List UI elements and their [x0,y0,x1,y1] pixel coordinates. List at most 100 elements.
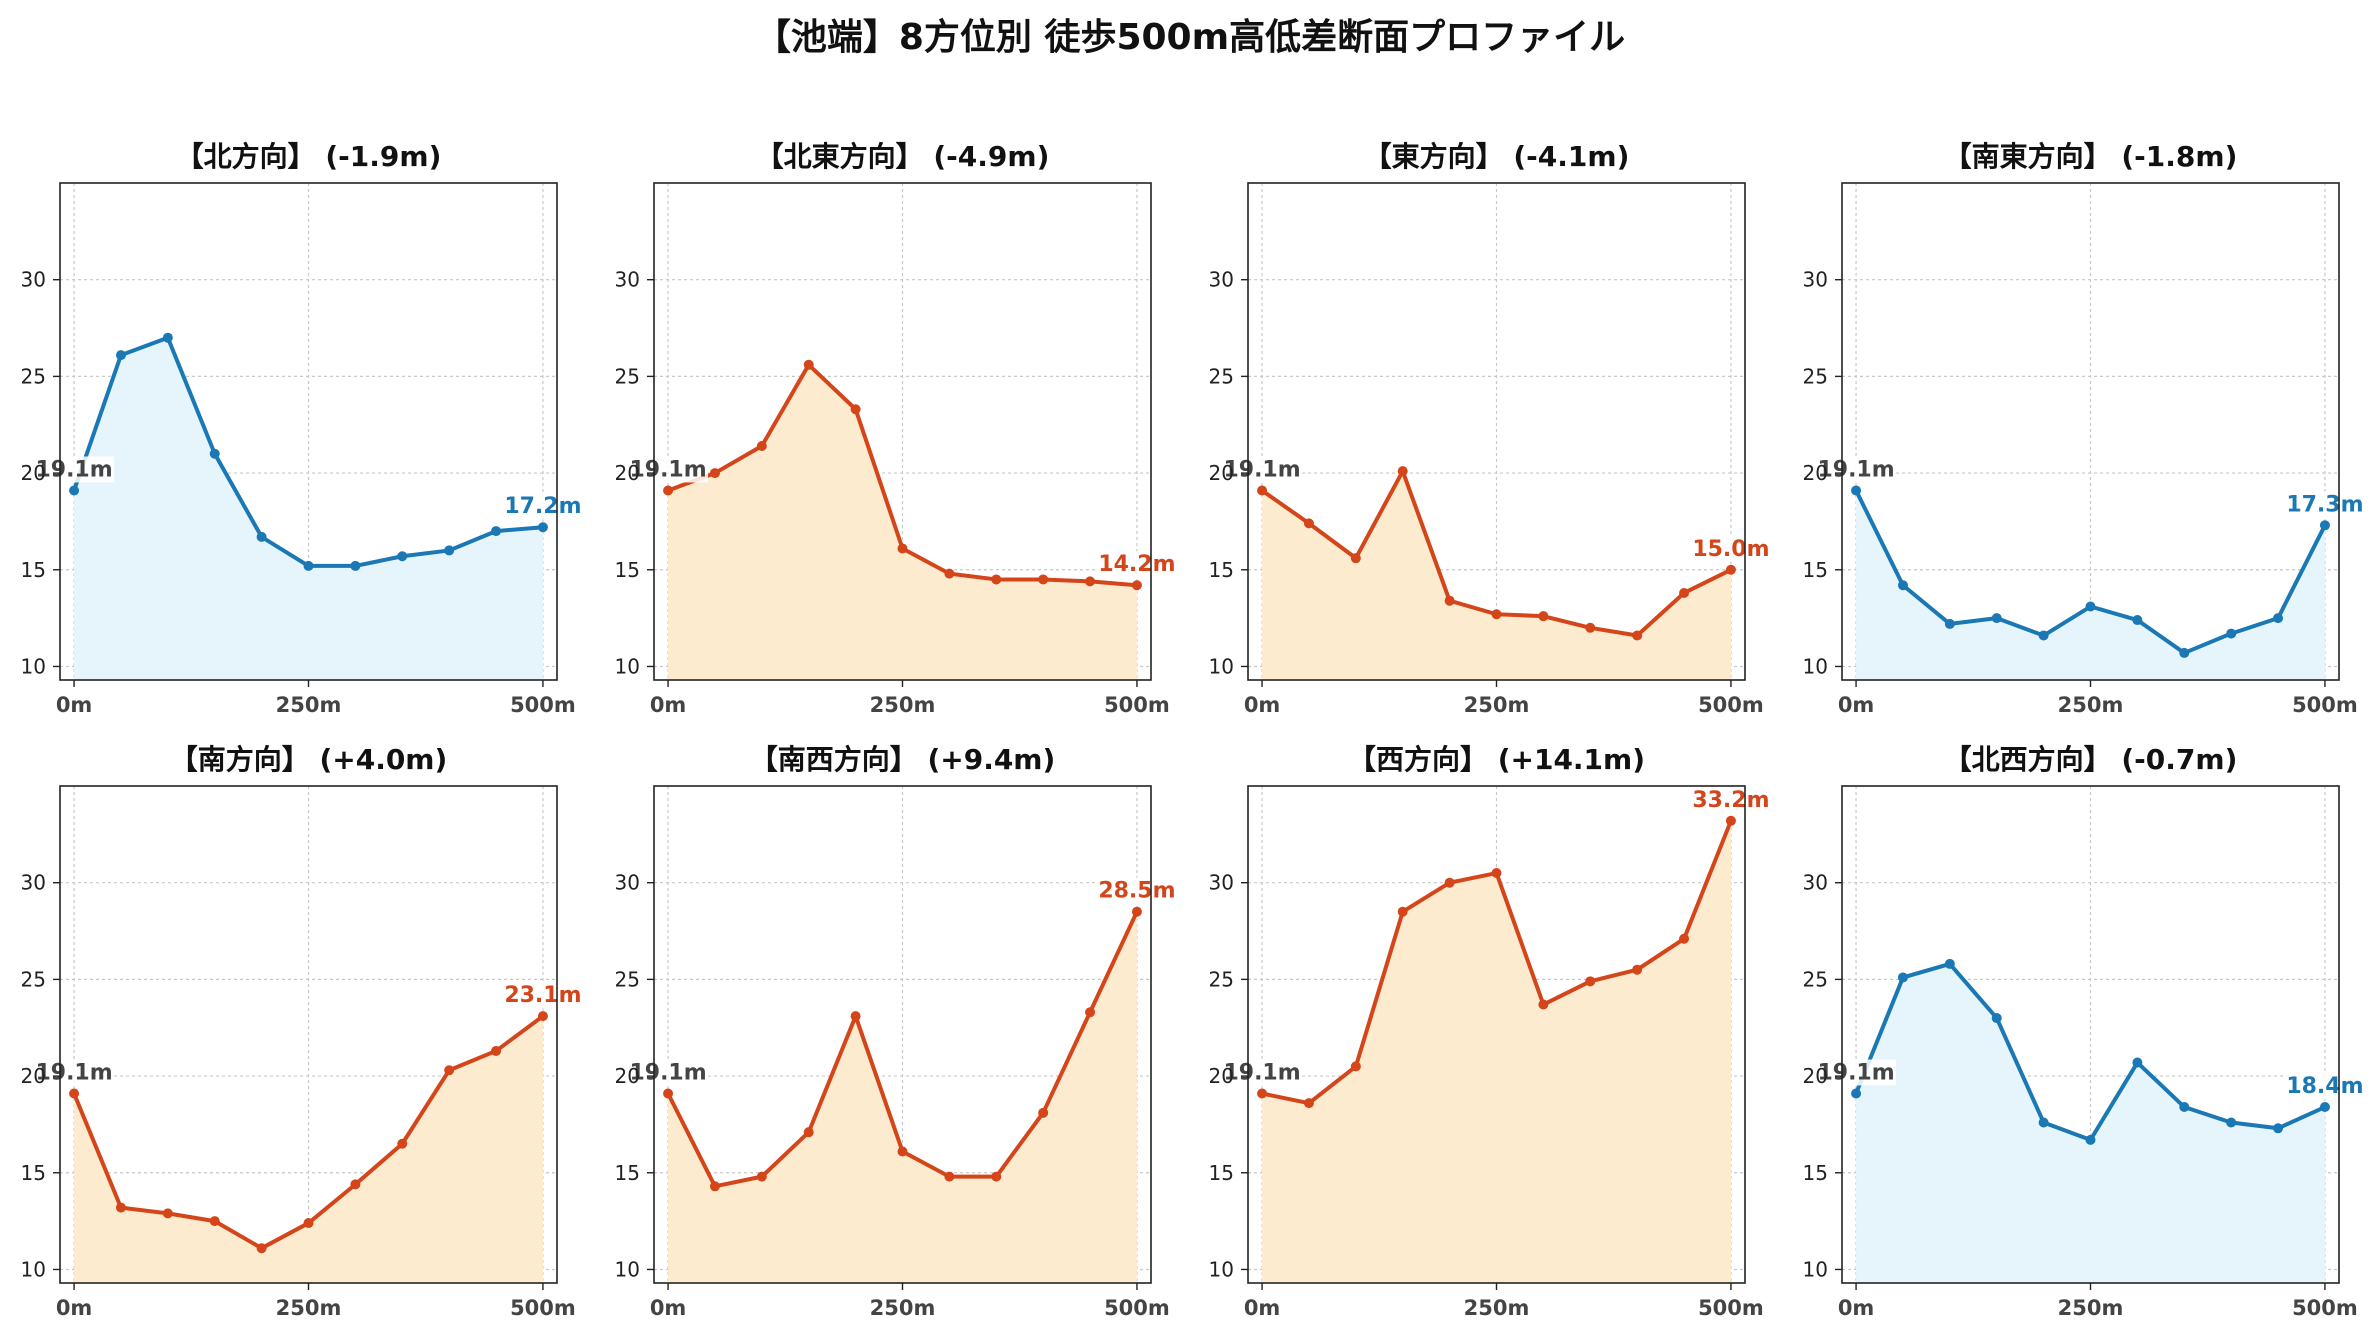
data-point [115,1202,126,1213]
subplot-4: 【南東方向】 (-1.8m) 19.1m 17.3m 0m 250m 500m 10 15 20… [1803,140,2365,717]
x-tick-label: 500m [510,693,576,717]
data-point [1897,580,1908,591]
area-fill [1262,471,1731,680]
data-point [2179,647,2190,658]
data-point [537,1011,548,1022]
x-tick-label: 250m [2058,693,2124,717]
start-label: 19.1m [1223,1060,1300,1085]
x-tick-label: 0m [650,693,687,717]
x-tick-label: 0m [1244,693,1281,717]
data-point [1257,485,1268,496]
data-point [803,1127,814,1138]
area-fill [74,337,543,680]
x-tick-label: 500m [2292,1296,2358,1320]
end-label: 33.2m [1692,788,1769,813]
y-tick-label: 15 [1209,558,1234,582]
data-point [663,485,674,496]
y-tick-label: 10 [1803,654,1828,678]
start-label-bg [1818,1059,1897,1086]
data-point [2132,1057,2143,1068]
end-label: 17.3m [2286,492,2363,517]
data-point [209,448,220,459]
x-tick-label: 0m [56,693,93,717]
y-tick-label: 15 [1803,1161,1828,1185]
x-tick-label: 250m [2058,1296,2124,1320]
y-tick-label: 25 [21,967,46,991]
y-tick-label: 30 [615,871,640,895]
data-point [944,1171,955,1182]
data-point [1585,622,1596,633]
data-point [2273,1123,2284,1134]
start-label: 19.1m [35,457,112,482]
data-point [709,468,720,479]
data-point [1851,1088,1862,1099]
y-tick-label: 25 [1803,364,1828,388]
y-tick-label: 10 [1209,1257,1234,1281]
data-point [1851,485,1862,496]
y-tick-label: 20 [21,461,46,485]
end-label: 23.1m [504,983,581,1008]
data-point [444,1065,455,1076]
data-point [1397,466,1408,477]
data-point [162,1208,173,1219]
data-point [2179,1102,2190,1113]
area-fill [1856,490,2325,680]
subplot-title: 【北方向】 (-1.9m) [176,140,442,173]
end-label: 17.2m [504,494,581,519]
x-tick-label: 500m [1104,693,1170,717]
x-tick-label: 250m [276,693,342,717]
data-point [256,1243,267,1254]
data-point [1350,553,1361,564]
area-fill [668,911,1137,1283]
data-point [756,1171,767,1182]
end-label-bg [1690,535,1771,562]
data-point [303,1218,314,1229]
data-point [1679,933,1690,944]
data-point [897,543,908,554]
start-label: 19.1m [629,457,706,482]
data-point [537,522,548,533]
y-tick-label: 10 [615,654,640,678]
data-point [1131,580,1142,591]
start-label-bg [630,1059,709,1086]
data-point [350,1179,361,1190]
y-tick-label: 25 [1803,967,1828,991]
y-tick-label: 20 [1209,1064,1234,1088]
start-label-bg [1224,456,1303,483]
data-point [756,441,767,452]
start-label-bg [1224,1059,1303,1086]
data-point [1991,613,2002,624]
subplot-1: 【北方向】 (-1.9m) 19.1m 17.2m 0m 250m 500m 10 15 20 2… [21,140,583,717]
subplot-3: 【東方向】 (-4.1m) 19.1m 15.0m 0m 250m 500m 10 15 20 2… [1209,140,1771,717]
y-tick-label: 15 [615,558,640,582]
subplot-title: 【西方向】 (+14.1m) [1348,743,1645,776]
start-label-bg [36,1059,115,1086]
figure-title: 【池端】8方位別 徒歩500m高低差断面プロファイル [754,17,1626,58]
data-point [850,404,861,415]
data-point [1350,1061,1361,1072]
data-point [162,332,173,343]
y-tick-label: 20 [1209,461,1234,485]
start-label: 19.1m [1223,457,1300,482]
data-point [1944,958,1955,969]
data-point [256,531,267,542]
subplot-title: 【北東方向】 (-4.9m) [756,140,1050,173]
data-point [303,560,314,571]
start-label: 19.1m [35,1060,112,1085]
area-fill [1262,820,1731,1283]
data-point [897,1146,908,1157]
x-tick-label: 0m [56,1296,93,1320]
data-point [2038,630,2049,641]
y-tick-label: 30 [1803,268,1828,292]
data-point [1585,976,1596,987]
end-label-bg [1690,786,1771,813]
y-tick-label: 30 [1209,268,1234,292]
y-tick-label: 25 [1209,967,1234,991]
x-tick-label: 500m [510,1296,576,1320]
subplot-7: 【西方向】 (+14.1m) 19.1m 33.2m 0m 250m 500m 10 15 20… [1209,743,1771,1320]
data-point [1131,906,1142,917]
subplot-title: 【南西方向】 (+9.4m) [750,743,1056,776]
data-point [397,551,408,562]
y-tick-label: 30 [1209,871,1234,895]
data-point [709,1181,720,1192]
